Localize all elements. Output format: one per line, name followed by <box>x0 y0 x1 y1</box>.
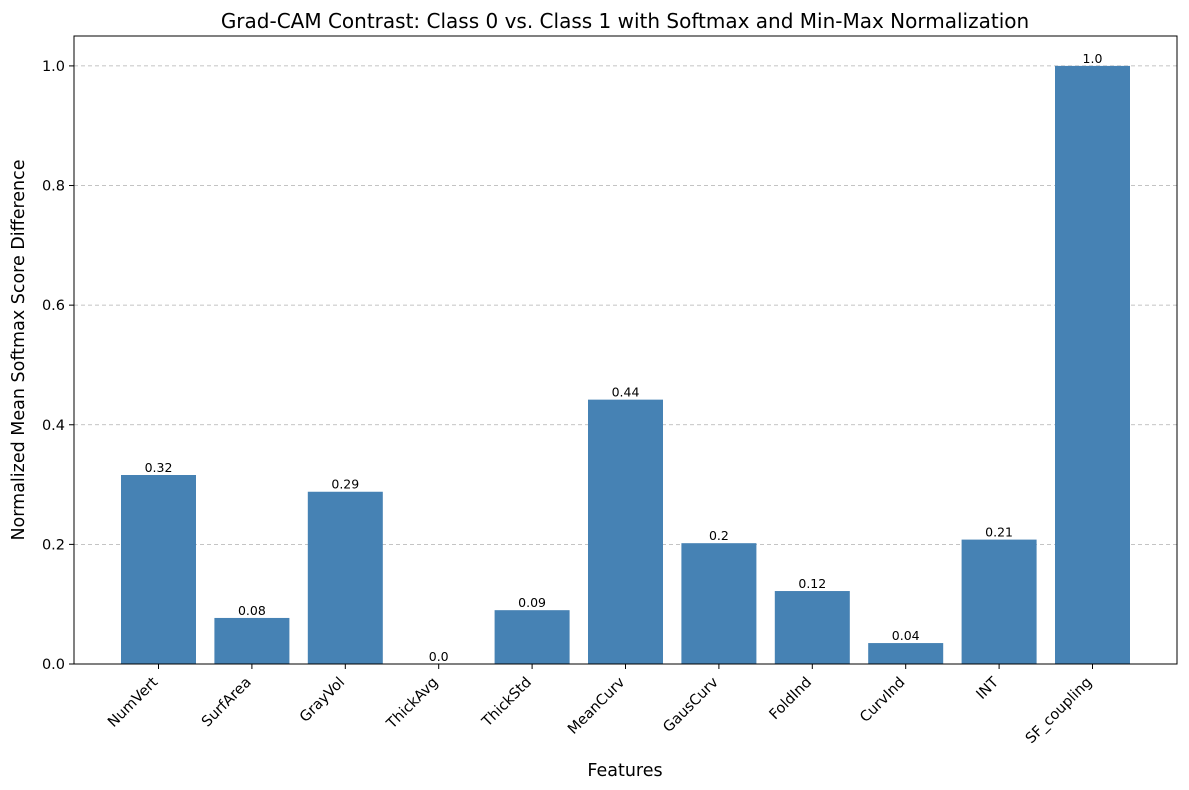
y-tick-label: 0.2 <box>42 537 65 553</box>
x-tick-label: GrayVol <box>297 675 348 726</box>
bar-value-label: 0.21 <box>985 525 1013 540</box>
chart-title: Grad-CAM Contrast: Class 0 vs. Class 1 w… <box>221 9 1029 33</box>
bar-value-label: 0.12 <box>798 576 826 591</box>
bar-GausCurv <box>681 543 757 664</box>
bar-SurfArea <box>214 617 290 664</box>
x-tick-label: NumVert <box>105 674 161 730</box>
x-tick-label: FoldInd <box>767 675 816 724</box>
x-tick-label: SF_coupling <box>1023 675 1095 747</box>
bar-MeanCurv <box>588 399 663 664</box>
bar-GrayVol <box>307 491 383 664</box>
x-tick-label: SurfArea <box>199 675 255 731</box>
bar-value-label: 0.0 <box>429 649 449 664</box>
y-tick-label: 0.4 <box>42 418 65 434</box>
x-tick-label: GausCurv <box>660 674 722 736</box>
bar-value-label: 0.32 <box>145 460 173 475</box>
bars <box>121 65 1130 664</box>
bar-value-labels: 0.32 0.08 0.29 0.0 0.09 0.44 0.2 0.12 0.04 0.21 1.… <box>145 51 1103 664</box>
x-tick-label: CurvInd <box>857 675 908 726</box>
y-tick-label: 0.0 <box>42 657 65 673</box>
bar-SF_coupling <box>1055 65 1130 664</box>
y-axis-label: Normalized Mean Softmax Score Difference <box>9 159 29 540</box>
bar-value-label: 0.29 <box>331 477 359 492</box>
bar-value-label: 0.04 <box>892 628 920 643</box>
bar-value-label: 0.2 <box>709 528 729 543</box>
y-tick-label: 0.6 <box>42 298 65 314</box>
bar-ThickStd <box>494 610 570 664</box>
x-axis-ticks: NumVert SurfArea GrayVol ThickAvg ThickStd Me… <box>105 664 1095 747</box>
x-tick-label: ThickAvg <box>383 675 441 733</box>
x-axis-label: Features <box>587 761 662 781</box>
bar-value-label: 0.09 <box>518 595 546 610</box>
bar-value-label: 1.0 <box>1083 51 1103 66</box>
bar-value-label: 0.08 <box>238 603 266 618</box>
bar-value-label: 0.44 <box>612 385 640 400</box>
bar-CurvInd <box>868 643 944 664</box>
bar-FoldInd <box>774 591 850 664</box>
y-tick-label: 1.0 <box>42 59 65 75</box>
bar-INT <box>961 539 1037 664</box>
y-axis-ticks: 0.0 0.2 0.4 0.6 0.8 1.0 <box>42 59 74 673</box>
x-tick-label: MeanCurv <box>565 674 628 737</box>
x-tick-label: ThickStd <box>479 675 535 731</box>
bar-NumVert <box>121 475 196 664</box>
x-tick-label: INT <box>974 674 1002 702</box>
y-tick-label: 0.8 <box>42 179 65 195</box>
